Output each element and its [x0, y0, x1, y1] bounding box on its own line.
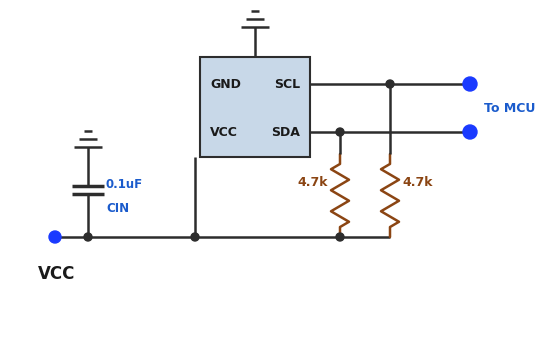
Text: CIN: CIN — [106, 201, 129, 214]
Text: SCL: SCL — [274, 78, 300, 91]
Circle shape — [463, 125, 477, 139]
Circle shape — [191, 233, 199, 241]
Bar — [200, 57, 310, 157]
Text: SDA: SDA — [271, 126, 300, 139]
Circle shape — [336, 233, 344, 241]
Text: To MCU: To MCU — [484, 102, 536, 115]
Circle shape — [463, 77, 477, 91]
Text: 4.7k: 4.7k — [402, 175, 433, 188]
Text: GND: GND — [210, 78, 241, 91]
Circle shape — [386, 80, 394, 88]
Text: 4.7k: 4.7k — [298, 175, 328, 188]
Circle shape — [49, 231, 61, 243]
Circle shape — [84, 233, 92, 241]
Text: VCC: VCC — [210, 126, 238, 139]
Circle shape — [336, 128, 344, 136]
Text: 0.1uF: 0.1uF — [106, 179, 143, 192]
Text: VCC: VCC — [38, 265, 75, 283]
